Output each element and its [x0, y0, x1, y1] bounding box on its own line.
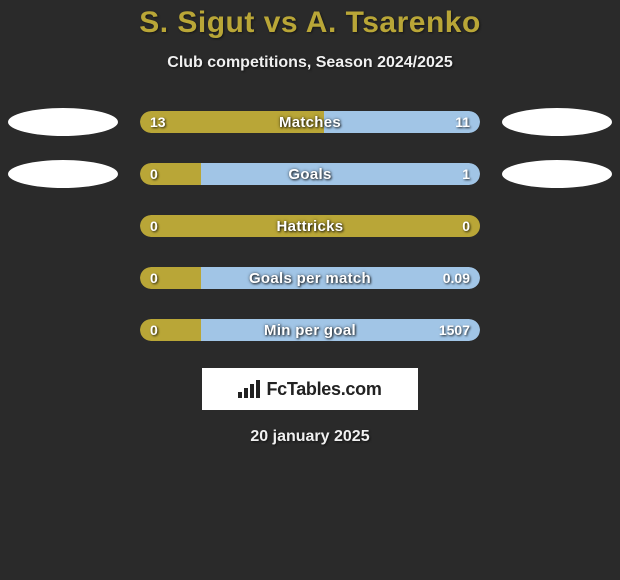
stat-bar: 00.09Goals per match — [140, 267, 480, 289]
player-right-oval — [502, 108, 612, 136]
stat-row: 00Hattricks — [0, 212, 620, 240]
snapshot-date: 20 january 2025 — [0, 428, 620, 446]
stat-row: 01Goals — [0, 160, 620, 188]
player-left-oval — [8, 160, 118, 188]
stat-row: 1311Matches — [0, 108, 620, 136]
stat-label: Min per goal — [140, 319, 480, 341]
stat-label: Hattricks — [140, 215, 480, 237]
player-right-oval — [502, 160, 612, 188]
stat-label: Matches — [140, 111, 480, 133]
stat-bar: 1311Matches — [140, 111, 480, 133]
source-logo[interactable]: FcTables.com — [202, 368, 418, 410]
stat-row: 01507Min per goal — [0, 316, 620, 344]
stat-bar: 00Hattricks — [140, 215, 480, 237]
stats-rows: 1311Matches 01Goals 00Hattricks 00.09Goals … — [0, 108, 620, 344]
page-title: S. Sigut vs A. Tsarenko — [0, 6, 620, 40]
stat-label: Goals per match — [140, 267, 480, 289]
comparison-widget: S. Sigut vs A. Tsarenko Club competition… — [0, 0, 620, 446]
stat-label: Goals — [140, 163, 480, 185]
stat-bar: 01507Min per goal — [140, 319, 480, 341]
stat-row: 00.09Goals per match — [0, 264, 620, 292]
logo-text: FcTables.com — [266, 379, 381, 400]
subtitle: Club competitions, Season 2024/2025 — [0, 54, 620, 72]
player-left-oval — [8, 108, 118, 136]
bar-chart-icon — [238, 380, 260, 398]
stat-bar: 01Goals — [140, 163, 480, 185]
